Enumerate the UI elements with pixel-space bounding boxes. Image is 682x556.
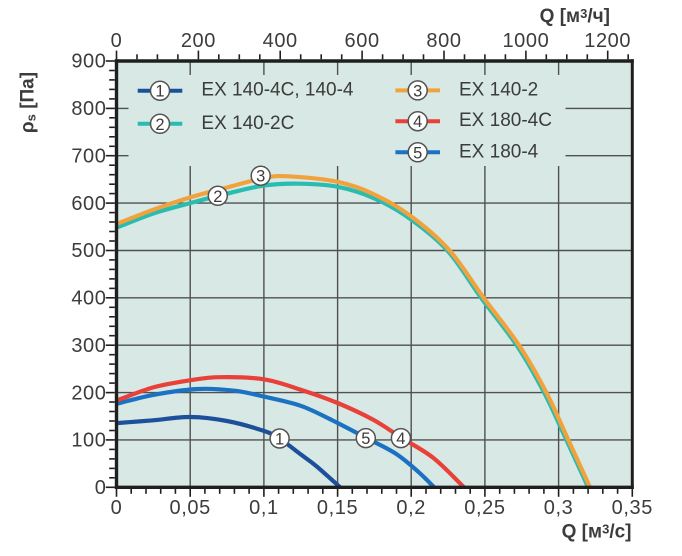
svg-text:0,35: 0,35 — [612, 497, 653, 519]
svg-text:0,25: 0,25 — [464, 497, 505, 519]
svg-text:900: 900 — [71, 51, 106, 73]
svg-text:1: 1 — [275, 431, 284, 449]
svg-text:0,05: 0,05 — [170, 497, 211, 519]
svg-text:100: 100 — [71, 430, 106, 452]
svg-text:0,2: 0,2 — [396, 497, 426, 519]
svg-text:ρs [Па]: ρs [Па] — [18, 72, 39, 133]
svg-text:0: 0 — [95, 477, 107, 499]
svg-text:4: 4 — [396, 430, 405, 448]
svg-text:5: 5 — [361, 430, 370, 448]
svg-text:0,1: 0,1 — [249, 497, 279, 519]
svg-text:Q [м3/с]: Q [м3/с] — [562, 521, 632, 542]
svg-text:800: 800 — [426, 30, 461, 52]
svg-text:2: 2 — [155, 116, 164, 134]
svg-text:1000: 1000 — [502, 30, 549, 52]
svg-text:3: 3 — [413, 82, 422, 100]
svg-text:200: 200 — [71, 382, 106, 404]
svg-text:800: 800 — [71, 98, 106, 120]
svg-text:EX 140-2C: EX 140-2C — [201, 113, 294, 134]
svg-text:0,15: 0,15 — [317, 497, 358, 519]
svg-text:400: 400 — [263, 30, 298, 52]
svg-text:4: 4 — [413, 113, 422, 131]
svg-text:0,3: 0,3 — [544, 497, 574, 519]
svg-text:EX 140-2: EX 140-2 — [459, 79, 538, 100]
svg-text:1: 1 — [155, 83, 164, 101]
svg-text:3: 3 — [256, 168, 265, 186]
svg-text:200: 200 — [181, 30, 216, 52]
svg-text:0: 0 — [111, 30, 123, 52]
svg-text:300: 300 — [71, 335, 106, 357]
svg-text:EX 180-4: EX 180-4 — [459, 141, 539, 162]
svg-text:EX 140-4C, 140-4: EX 140-4C, 140-4 — [201, 80, 354, 101]
svg-text:Q [м3/ч]: Q [м3/ч] — [540, 6, 610, 27]
svg-text:1200: 1200 — [584, 30, 631, 52]
svg-text:600: 600 — [71, 193, 106, 215]
svg-text:0: 0 — [111, 497, 123, 519]
svg-text:500: 500 — [71, 240, 106, 262]
svg-text:EX 180-4C: EX 180-4C — [459, 110, 552, 131]
svg-text:2: 2 — [213, 188, 222, 206]
svg-text:400: 400 — [71, 288, 106, 310]
svg-text:600: 600 — [345, 30, 380, 52]
svg-text:5: 5 — [413, 144, 422, 162]
svg-text:700: 700 — [71, 145, 106, 167]
